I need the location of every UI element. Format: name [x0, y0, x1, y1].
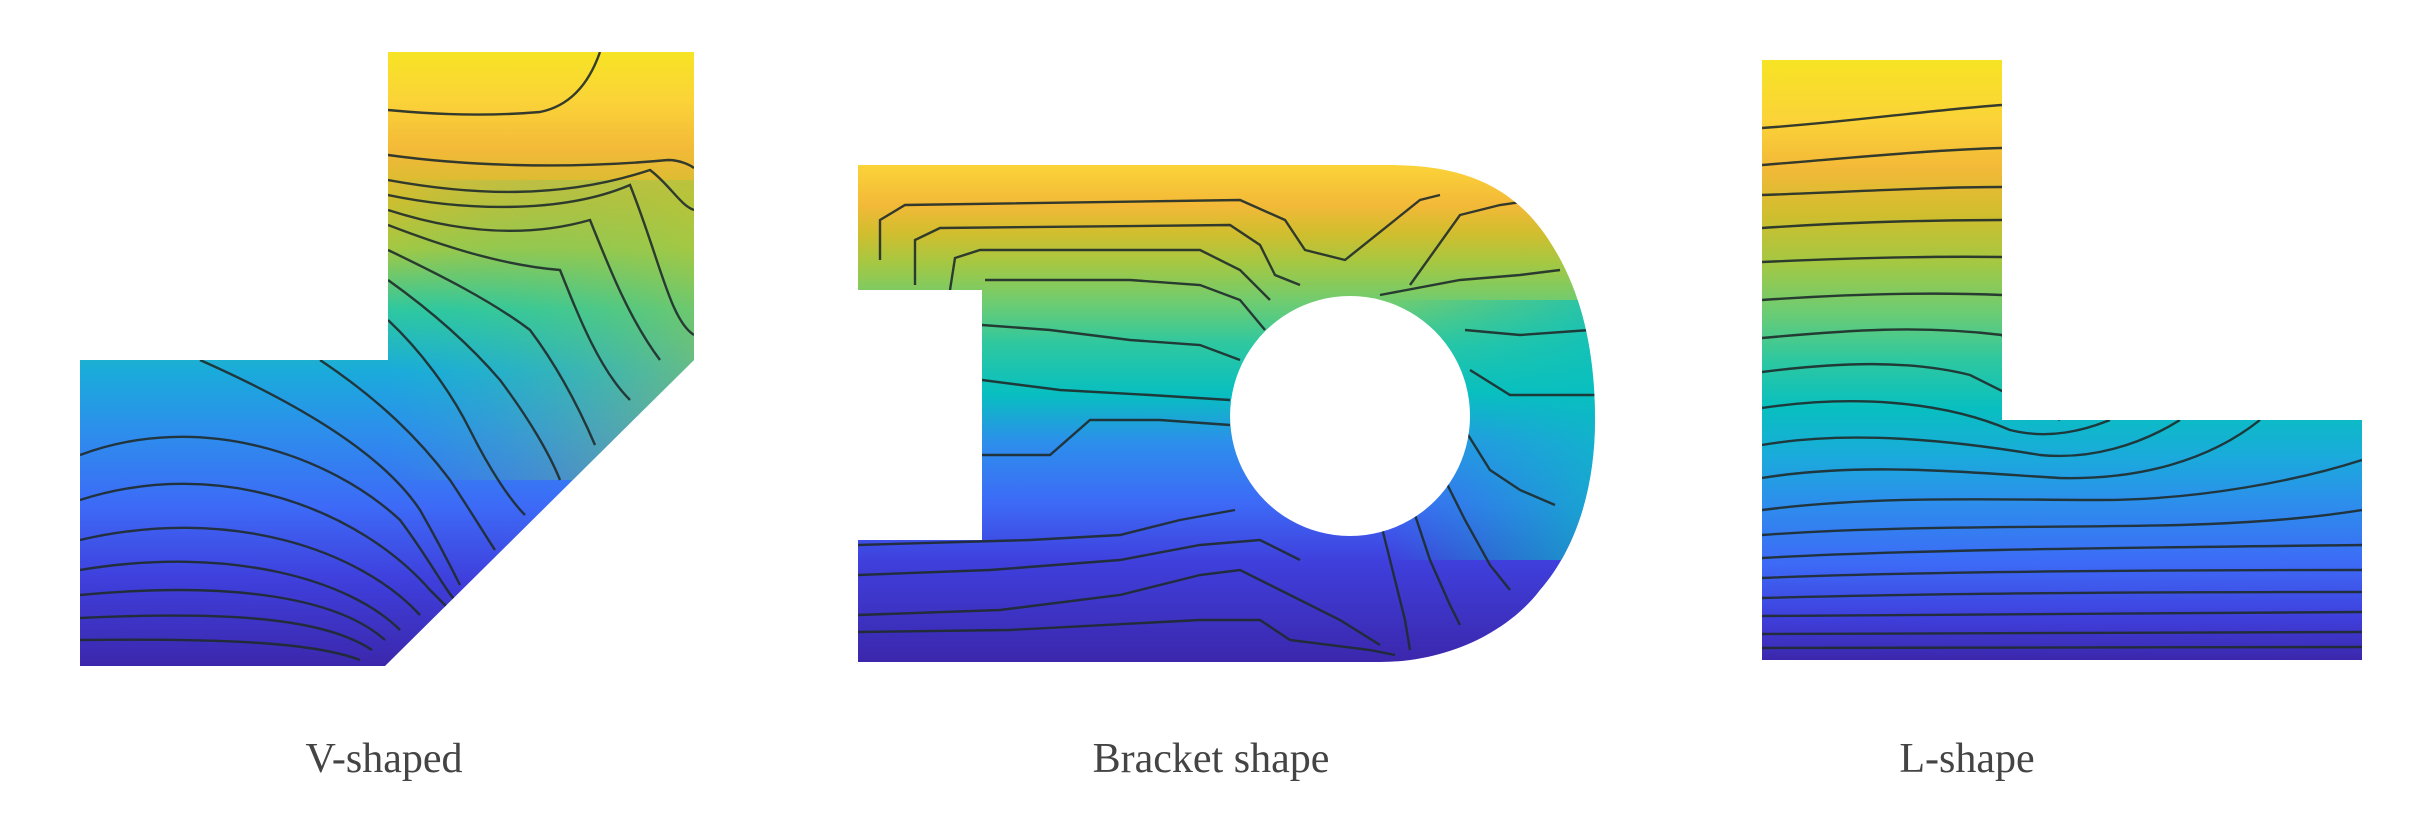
l-shape-contours: [1762, 103, 2362, 650]
caption-v-shaped: V-shaped: [305, 736, 463, 782]
v-shaped-contours: [80, 52, 694, 662]
caption-l-shape: L-shape: [1899, 736, 2035, 782]
caption-bracket-shape: Bracket shape: [1092, 736, 1330, 782]
